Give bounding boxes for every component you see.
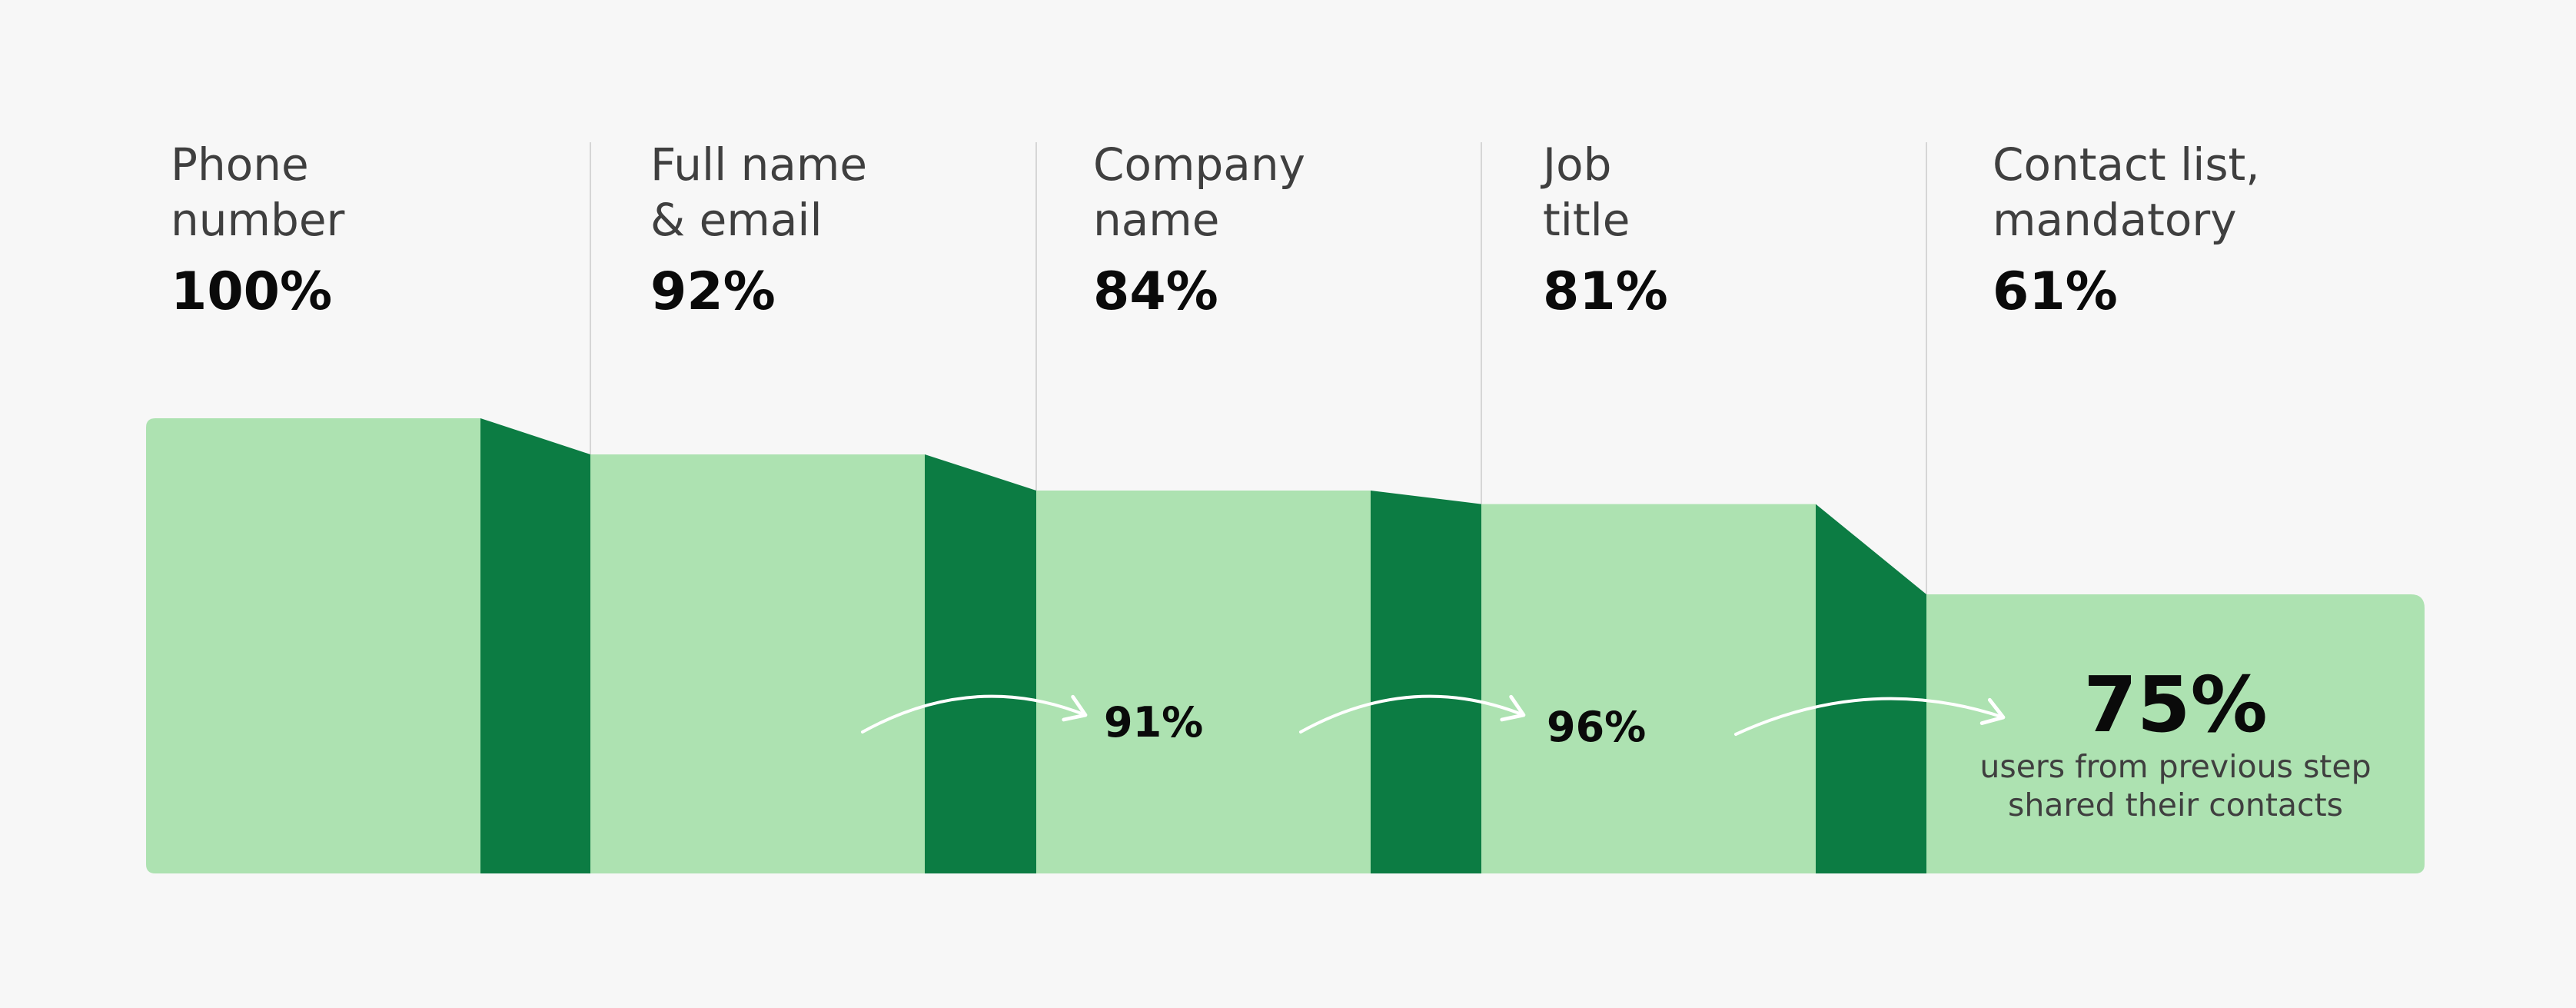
bar-company-name [1036, 490, 1371, 873]
bar-full-name-email [590, 454, 925, 873]
step-value-phone-number: 100% [171, 261, 333, 322]
arrow-company-name [861, 694, 1088, 734]
step-label-company-name: Company name [1093, 138, 1305, 246]
conversion-label-company-name: 91% [1104, 698, 1204, 747]
bar-job-title [1481, 504, 1816, 873]
step-value-contact-list: 61% [1993, 261, 2118, 322]
conversion-label-job-title: 96% [1547, 703, 1647, 751]
arrow-job-title [1299, 694, 1526, 734]
step-value-full-name-email: 92% [650, 261, 776, 322]
arrow-contact-list [1734, 697, 2006, 736]
step-value-company-name: 84% [1093, 261, 1218, 322]
final-caption-text: users from previous step shared their co… [1979, 748, 2372, 823]
step-value-job-title: 81% [1543, 261, 1668, 322]
final-caption: users from previous step shared their co… [1930, 747, 2421, 824]
conversion-label-contact-list: 75% [2083, 660, 2268, 750]
dropoff-job-title-to-contact-list [1816, 504, 1926, 873]
dropoff-company-name-to-job-title [1371, 490, 1481, 873]
dropoff-phone-number-to-full-name-email [480, 418, 590, 873]
step-label-phone-number: Phone number [171, 138, 345, 246]
bar-contact-list [1926, 594, 2425, 873]
bar-phone-number [146, 418, 480, 873]
step-label-contact-list: Contact list, mandatory [1993, 138, 2260, 246]
dropoff-full-name-email-to-company-name [925, 454, 1036, 873]
step-label-job-title: Job title [1543, 138, 1630, 246]
step-label-full-name-email: Full name & email [650, 138, 868, 246]
